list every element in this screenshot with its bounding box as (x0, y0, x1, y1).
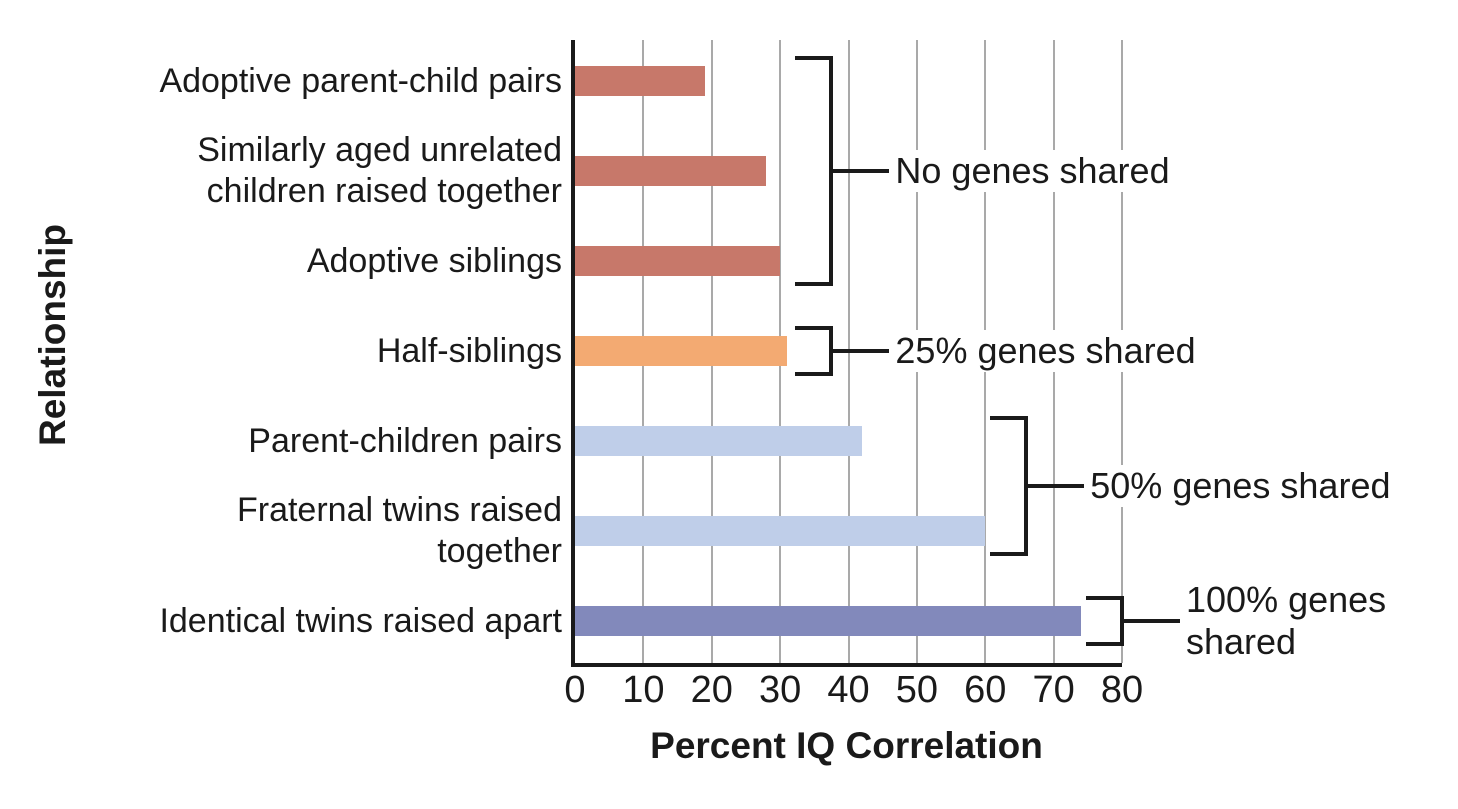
bar (575, 336, 787, 366)
category-label: Adoptive parent-child pairs (159, 61, 562, 100)
category-label: Identical twins raised apart (159, 601, 562, 640)
category-label: Adoptive siblings (306, 241, 562, 280)
bracket-arm (990, 552, 1027, 556)
bracket-vertical (1024, 416, 1029, 556)
bar (575, 246, 781, 276)
x-tick-label: 80 (1100, 669, 1144, 711)
bar (575, 516, 986, 546)
bracket-connector (1124, 619, 1180, 623)
x-tick-label: 20 (690, 669, 733, 711)
bar (575, 606, 1081, 636)
bracket-connector (1028, 484, 1085, 488)
bracket-label: 25% genes shared (889, 330, 1202, 372)
bracket-arm (1086, 596, 1122, 600)
bar (575, 426, 863, 456)
bracket-arm (795, 56, 832, 60)
x-tick-label: 50 (895, 669, 939, 711)
bracket-vertical (829, 326, 834, 376)
x-tick-label: 30 (758, 669, 802, 711)
category-label: Fraternal twins raised together (236, 491, 562, 570)
bracket-arm (795, 372, 832, 376)
bracket-label: 50% genes shared (1084, 465, 1397, 507)
category-label: Parent-children pairs (248, 421, 562, 460)
x-axis-title: Percent IQ Correlation (650, 725, 1043, 766)
x-tick-label: 10 (622, 669, 665, 711)
x-tick-label: 0 (564, 669, 586, 711)
bracket-arm (795, 282, 832, 286)
bracket-label: No genes shared (889, 150, 1176, 192)
x-axis-ticks: 0 10 20 30 40 50 60 70 80 (564, 669, 1143, 720)
bar (575, 156, 767, 186)
x-tick-label: 70 (1032, 669, 1075, 711)
bracket-vertical (829, 56, 834, 286)
bracket-arm (795, 326, 832, 330)
category-labels: Adoptive parent-child pairs Similarly age… (0, 0, 562, 809)
bracket-arm (1086, 642, 1122, 646)
x-tick-label: 40 (827, 669, 870, 711)
bracket-vertical (1120, 596, 1124, 646)
bar (575, 66, 705, 96)
category-label: Similarly aged unrelated children raised… (197, 131, 562, 210)
bracket-connector (833, 169, 890, 173)
bracket-arm (990, 416, 1027, 420)
bracket-connector (833, 349, 890, 353)
bracket-label: 100% genes shared (1180, 579, 1393, 663)
category-label: Half-siblings (376, 331, 562, 370)
x-tick-label: 60 (964, 669, 1007, 711)
